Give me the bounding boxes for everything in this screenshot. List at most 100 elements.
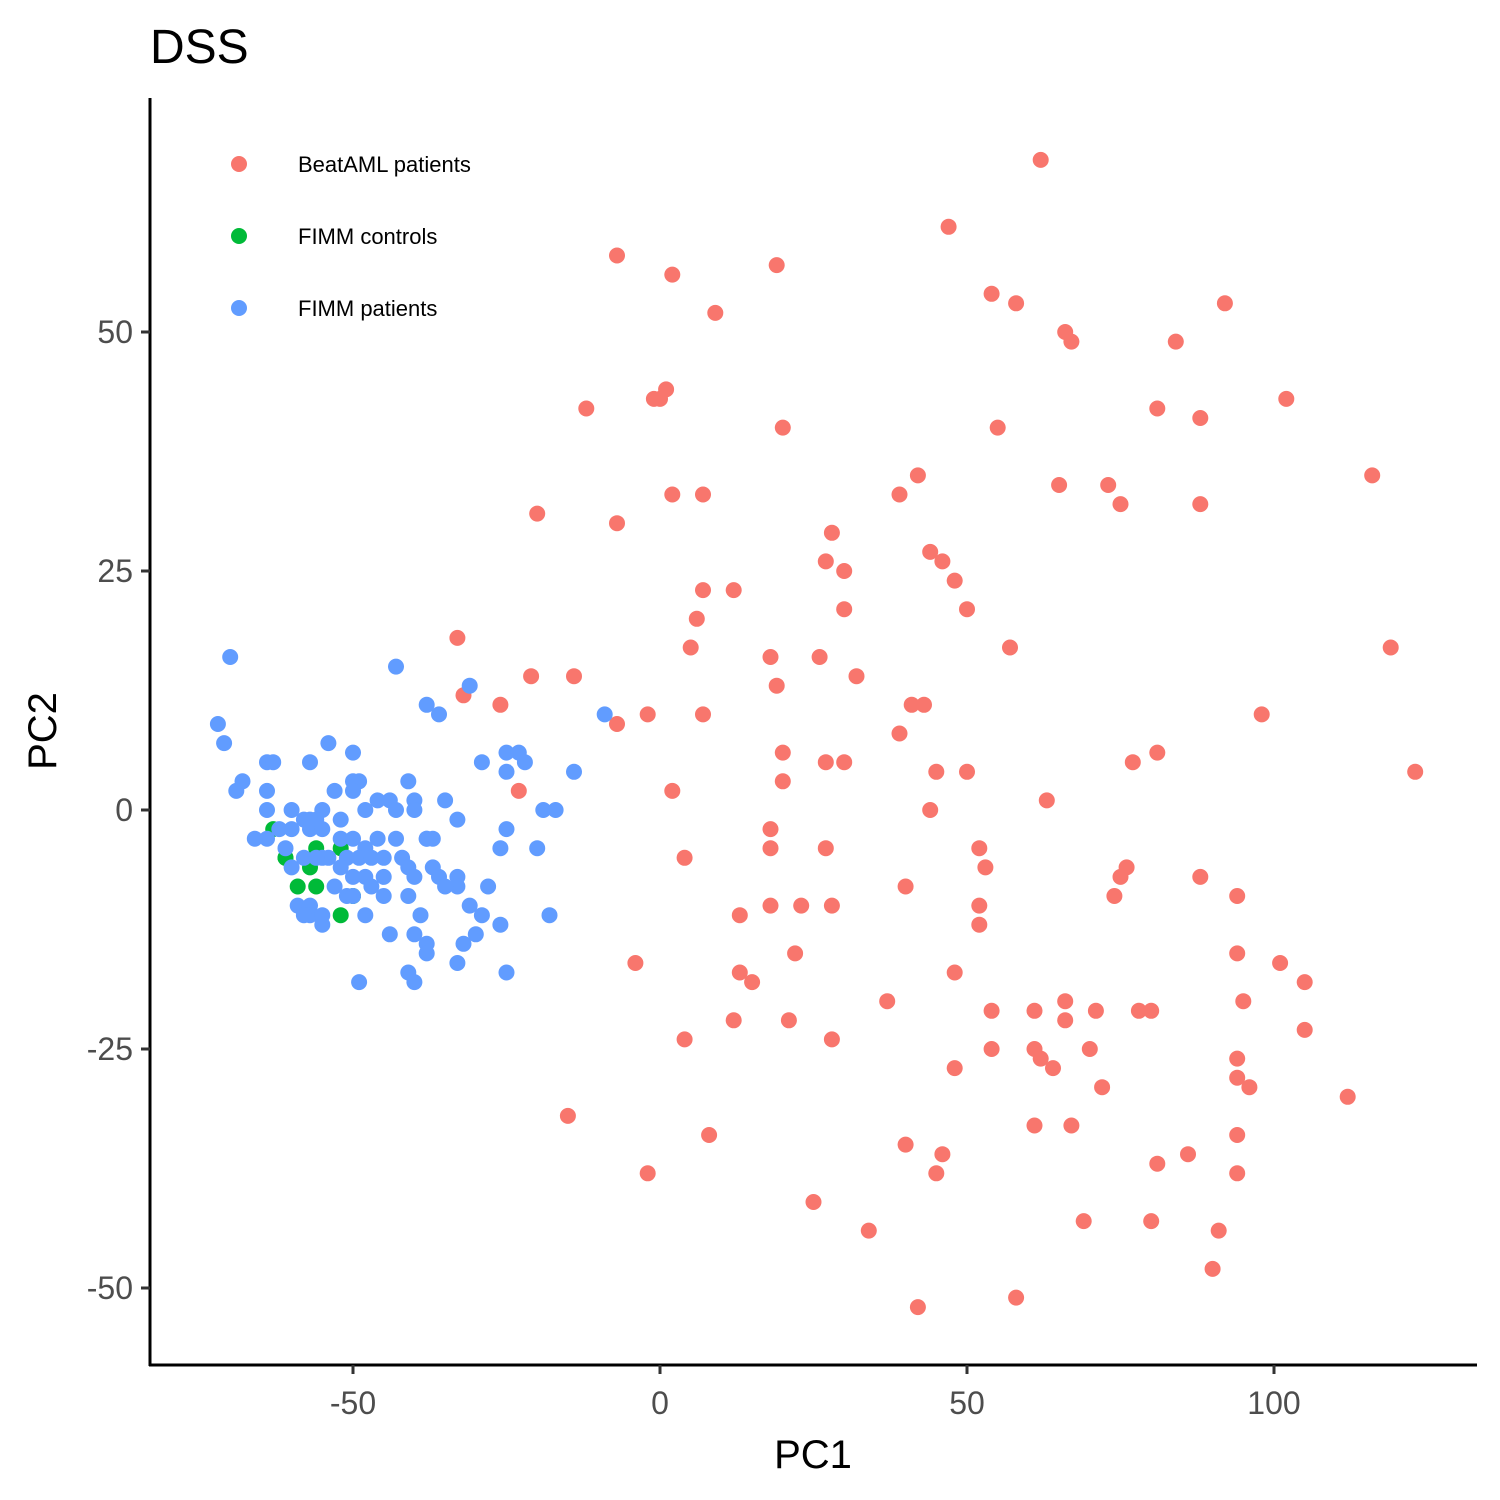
data-point (817, 840, 834, 857)
data-point (971, 897, 988, 914)
data-point (529, 840, 546, 857)
data-point (357, 802, 374, 818)
data-point (320, 849, 337, 866)
data-point (424, 830, 441, 847)
data-point (1002, 639, 1018, 656)
data-point (940, 218, 957, 235)
data-point (473, 754, 490, 771)
data-point (209, 716, 226, 732)
data-point (897, 878, 914, 895)
data-point (1229, 1050, 1246, 1067)
data-point (369, 830, 386, 847)
data-point (744, 974, 761, 991)
data-point (1106, 888, 1123, 904)
data-point (1008, 1289, 1025, 1306)
data-point (1407, 763, 1424, 780)
data-point (909, 1299, 926, 1316)
data-point (283, 859, 300, 876)
y-tick-label: 0 (115, 792, 133, 828)
data-point (1364, 467, 1381, 484)
data-point (1057, 993, 1074, 1010)
data-point (351, 849, 368, 866)
data-point (314, 821, 331, 838)
data-point (891, 486, 908, 503)
data-point (516, 754, 533, 771)
data-point (381, 926, 398, 943)
data-point (1192, 868, 1209, 885)
data-point (295, 849, 312, 866)
data-point (762, 897, 779, 914)
data-point (1112, 496, 1129, 513)
data-point (805, 1194, 822, 1210)
data-point (541, 907, 558, 924)
data-point (1204, 1260, 1221, 1277)
data-point (1026, 1002, 1043, 1019)
data-point (498, 821, 515, 838)
data-point (473, 907, 490, 924)
data-point (627, 955, 644, 971)
data-point (639, 1165, 656, 1182)
data-point (701, 1127, 718, 1143)
data-point (406, 926, 423, 943)
data-point (246, 830, 263, 847)
data-point (480, 878, 497, 895)
data-point (596, 706, 613, 723)
data-point (934, 553, 951, 570)
data-point (1063, 1117, 1080, 1134)
data-point (676, 849, 693, 866)
data-point (817, 553, 834, 570)
data-point (725, 582, 742, 599)
data-point (928, 763, 945, 780)
data-point (308, 878, 325, 895)
data-point (768, 677, 785, 694)
data-point (566, 668, 582, 685)
x-tick-label: 100 (1247, 1385, 1300, 1421)
data-point (1229, 1127, 1246, 1143)
data-point (259, 802, 275, 818)
plot-points (209, 151, 1424, 1316)
data-point (658, 381, 675, 398)
data-point (400, 773, 417, 790)
data-point (467, 926, 484, 943)
data-point (449, 629, 466, 646)
data-point (1229, 1069, 1246, 1086)
data-point (695, 706, 711, 723)
data-point (1216, 295, 1233, 312)
data-point (369, 792, 386, 809)
data-point (688, 610, 705, 627)
data-point (510, 782, 527, 799)
data-point (559, 1107, 576, 1124)
data-point (959, 763, 975, 780)
data-point (351, 974, 368, 991)
data-point (1075, 1213, 1092, 1230)
data-point (836, 754, 853, 771)
data-point (449, 878, 466, 895)
data-point (523, 668, 540, 685)
data-point (780, 1012, 797, 1029)
y-tick-label: -25 (87, 1031, 133, 1067)
data-point (916, 696, 932, 713)
data-point (388, 830, 404, 847)
data-point (664, 266, 681, 283)
data-point (302, 754, 318, 771)
data-point (793, 897, 810, 914)
data-point (928, 1165, 945, 1182)
data-point (823, 524, 840, 541)
data-point (1180, 1146, 1196, 1163)
data-point (449, 955, 466, 971)
data-point (676, 1031, 693, 1048)
data-point (461, 677, 478, 694)
data-point (879, 993, 896, 1010)
data-point (345, 830, 361, 847)
data-point (492, 916, 509, 933)
data-point (1296, 1021, 1313, 1038)
data-point (695, 486, 711, 503)
x-axis-title: PC1 (774, 1433, 852, 1477)
data-point (1296, 974, 1313, 991)
data-point (860, 1222, 877, 1239)
data-point (357, 907, 374, 924)
data-point (332, 830, 349, 847)
data-point (1382, 639, 1399, 656)
data-point (345, 782, 361, 799)
